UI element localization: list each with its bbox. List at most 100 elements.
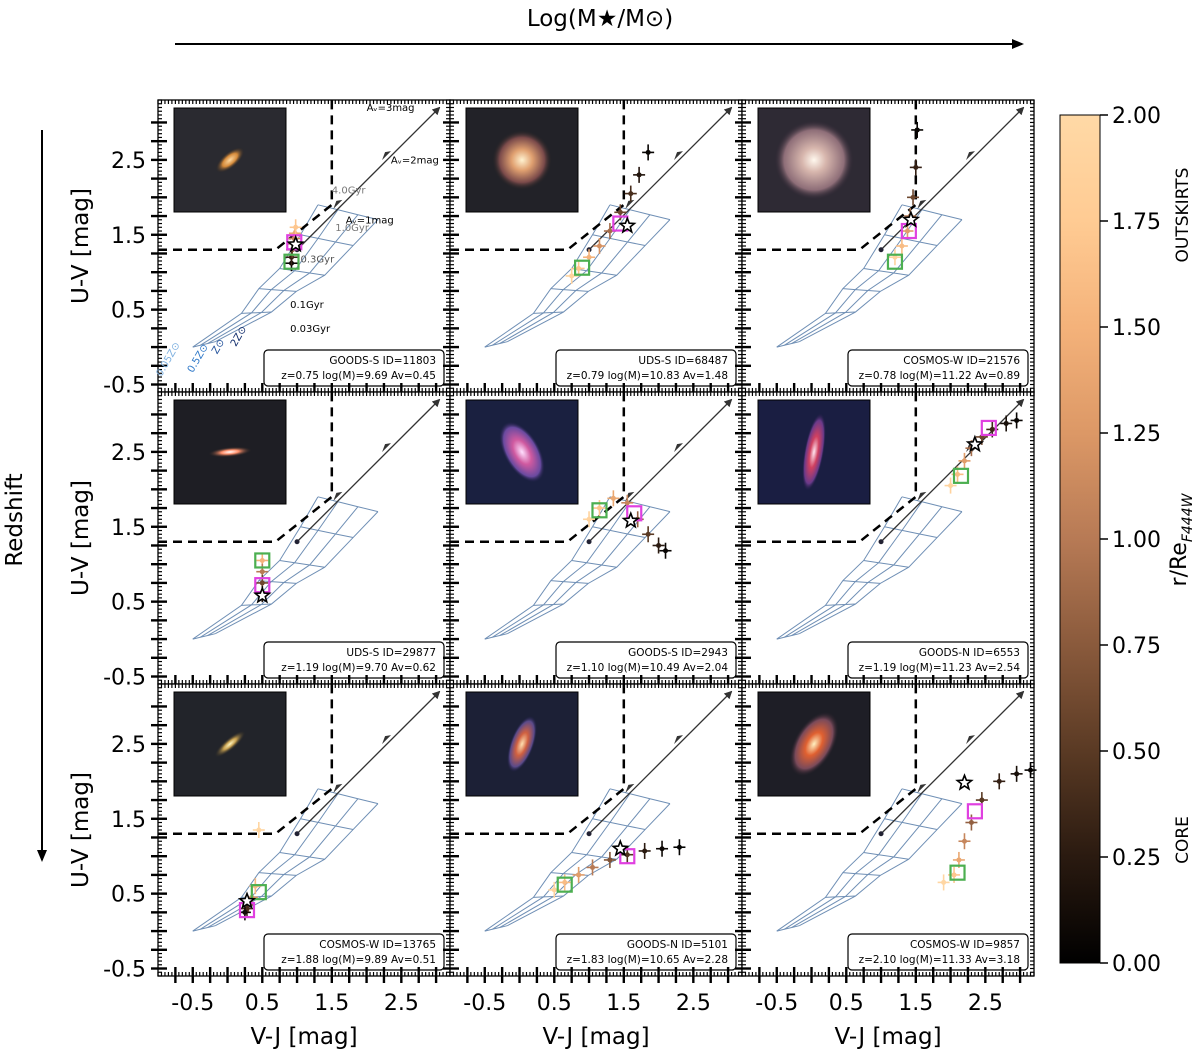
track-point [596, 505, 602, 511]
y-axis-label: U-V [mag] [68, 480, 94, 596]
colorbar-label: r/ReF444W [1167, 492, 1196, 586]
axis-ticks [443, 683, 743, 983]
model-grid-metallicity-track [784, 209, 923, 346]
track-point [628, 191, 634, 197]
radial-color-track [583, 490, 672, 559]
dust-label: Aᵥ=2mag [391, 156, 439, 167]
model-grid-metallicity-track [499, 214, 651, 344]
dust-vector [588, 690, 733, 835]
dust-label: Aᵥ=1mag [346, 216, 394, 227]
track-point [636, 172, 642, 178]
x-tick-label: 2.5 [968, 991, 1003, 1016]
model-grid-metallicity-track [215, 219, 379, 343]
model-grid-age-track [550, 580, 589, 584]
integrated-color-star [901, 210, 921, 228]
panel-2: UDS-S ID=68487 z=0.79 log(M)=10.83 Av=1.4… [443, 99, 743, 399]
galaxy-properties: z=1.83 log(M)=10.65 Av=2.28 [567, 954, 728, 966]
quiescent-boundary [158, 100, 334, 251]
effective-radius-marker [966, 803, 984, 820]
track-point [996, 778, 1002, 784]
age-label: 0.03Gyr [290, 324, 331, 335]
model-grid-metallicity-track [499, 798, 651, 928]
panel-3: COSMOS-W ID=21576 z=0.78 log(M)=11.22 Av=… [735, 99, 1035, 399]
track-point [961, 838, 967, 844]
age-label: 4.0Gyr [332, 186, 367, 197]
colorbar-ticks: 0.00 0.25 0.50 0.75 1.00 1.25 1.50 1.75 2.00 [1100, 104, 1161, 977]
track-point [913, 164, 919, 170]
x-tick-label: 2.5 [384, 991, 419, 1016]
quiescent-boundary [450, 100, 626, 251]
panel-1: GOODS-S ID=11803 z=0.75 log(M)=9.69 Av=0.… [68, 99, 451, 399]
track-point [956, 857, 962, 863]
axis-ticks [443, 391, 743, 691]
galaxy-info-box: UDS-S ID=29877 z=1.19 log(M)=9.70 Av=0.62 [263, 641, 445, 679]
track-point [676, 844, 682, 850]
galaxy-field-id: UDS-S ID=29877 [346, 647, 436, 659]
dust-vector [880, 690, 1025, 835]
model-grid-age-track [592, 234, 646, 247]
radial-color-track [937, 762, 1037, 891]
model-grid-metallicity-track [791, 798, 943, 928]
galaxy-info-box: GOODS-N ID=6553 z=1.19 log(M)=11.23 Av=2.… [847, 641, 1029, 679]
age-label: 0.3Gyr [301, 254, 336, 265]
panel-7: COSMOS-W ID=13765 z=1.88 log(M)=9.89 Av=0… [68, 683, 451, 1050]
dust-vector-origin [878, 247, 884, 253]
model-grid-age-track [863, 267, 909, 276]
integrated-color-star [955, 773, 974, 791]
galaxy-info-box: COSMOS-W ID=21576 z=0.78 log(M)=11.22 Av=… [847, 349, 1029, 387]
colorbar-tick-label: 1.75 [1112, 210, 1161, 235]
dust-vector-marker [333, 491, 343, 501]
axis-ticks [151, 683, 451, 983]
track-point [586, 516, 592, 522]
dust-vector-origin [294, 831, 300, 837]
x-axis-label: V-J [mag] [834, 1024, 941, 1050]
galaxy-field-id: COSMOS-W ID=9857 [910, 939, 1020, 951]
model-grid-age-track [533, 895, 564, 898]
galaxy-properties: z=1.19 log(M)=11.23 Av=2.54 [859, 662, 1021, 674]
dust-vector-marker [382, 443, 392, 453]
radial-color-track [565, 144, 655, 284]
integrated-color-star [621, 511, 641, 529]
colorbar-tick-label: 0.75 [1112, 634, 1161, 659]
y-tick-label: 1.5 [111, 808, 146, 833]
track-point [899, 243, 905, 249]
galaxy-properties: z=0.79 log(M)=10.83 Av=1.48 [567, 370, 728, 382]
track-point [645, 149, 651, 155]
model-grid-age-track [258, 288, 297, 292]
model-grid-age-track [863, 851, 909, 860]
model-grid-age-track [776, 633, 800, 640]
model-grid-metallicity-track [484, 204, 611, 348]
model-grid-age-track [884, 818, 938, 831]
track-point [1014, 417, 1020, 423]
dust-vector-marker [674, 735, 684, 745]
model-grid-age-track [842, 872, 881, 876]
model-grid-metallicity-track [484, 788, 611, 932]
dust-vector-origin [878, 539, 884, 545]
colorbar-tick-label: 1.25 [1112, 422, 1161, 447]
x-tick-label: 1.5 [314, 991, 349, 1016]
galaxy-info-box: GOODS-N ID=5101 z=1.83 log(M)=10.65 Av=2.… [555, 933, 737, 971]
track-point [656, 542, 662, 548]
x-tick-label: 0.5 [245, 991, 280, 1016]
model-grid-metallicity-track [200, 209, 339, 346]
model-grid-metallicity-track [776, 788, 903, 932]
track-point [590, 864, 596, 870]
track-point [941, 879, 947, 885]
galaxy-properties: z=1.10 log(M)=10.49 Av=2.04 [567, 662, 729, 674]
colorbar-gradient [1059, 114, 1101, 964]
y-tick-label: -0.5 [103, 958, 146, 983]
model-grid-age-track [279, 559, 325, 568]
model-grid-metallicity-track [791, 214, 943, 344]
track-point [244, 906, 250, 912]
track-point [576, 872, 582, 878]
colorbar-tick-label: 0.25 [1112, 846, 1161, 871]
track-point [624, 852, 630, 858]
model-grid-metallicity-track [215, 511, 379, 635]
left-redshift-label: Redshift [2, 473, 28, 566]
model-grid-metallicity-track [192, 496, 319, 640]
integrated-color-star [618, 216, 637, 234]
quiescent-boundary [450, 684, 626, 835]
track-point [569, 273, 575, 279]
y-tick-label: -0.5 [103, 374, 146, 399]
